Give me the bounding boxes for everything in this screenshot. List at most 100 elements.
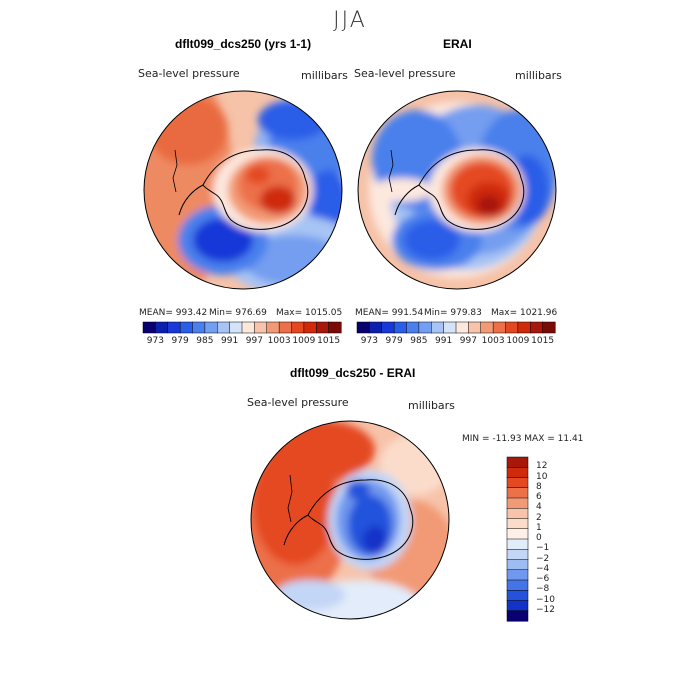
panel1-polar-map (143, 90, 343, 290)
colorbar-swatch (142, 321, 156, 334)
colorbar-swatch (506, 487, 529, 499)
colorbar-tick-label: 979 (385, 336, 403, 346)
panel1-max: Max= 1015.05 (276, 308, 343, 318)
panel1-variable: Sea-level pressure (138, 67, 240, 80)
colorbar-swatch (506, 497, 529, 509)
colorbar-tick-label: 1015 (317, 336, 341, 346)
panel2-polar-map (357, 90, 557, 290)
colorbar-tick-label: 2 (536, 512, 542, 523)
panel3-title: dflt099_dcs250 - ERAI (290, 366, 416, 380)
colorbar-swatch (303, 321, 317, 334)
panel3-polar-map (250, 420, 450, 620)
colorbar-swatch (316, 321, 330, 334)
colorbar-swatch (204, 321, 218, 334)
panel1-mean: MEAN= 993.42 (139, 308, 208, 318)
colorbar-swatch (506, 518, 529, 530)
colorbar-swatch (179, 321, 194, 334)
colorbar-tick-label: 985 (410, 336, 428, 346)
colorbar-tick-label: 997 (245, 336, 263, 346)
colorbar-tick-label: 4 (536, 502, 542, 513)
panel1-units: millibars (301, 69, 348, 82)
colorbar-tick-label: 979 (171, 336, 189, 346)
colorbar-tick-label: 1003 (481, 336, 505, 346)
colorbar-swatch (381, 321, 395, 334)
colorbar-swatch (506, 610, 529, 622)
colorbar-swatch (192, 321, 206, 334)
colorbar-swatch (506, 579, 529, 591)
colorbar-swatch (278, 321, 293, 334)
colorbar-swatch (506, 456, 529, 468)
colorbar-swatch (505, 321, 519, 334)
colorbar-tick-label: 1009 (506, 336, 530, 346)
colorbar-tick-label: 1015 (531, 336, 555, 346)
colorbar-swatch (155, 321, 169, 334)
panel2-colorbar (356, 321, 556, 334)
colorbar-swatch (468, 321, 482, 334)
colorbar-swatch (356, 321, 370, 334)
colorbar-swatch (217, 321, 231, 334)
colorbar-swatch (530, 321, 544, 334)
colorbar-swatch (492, 321, 507, 334)
colorbar-swatch (506, 600, 529, 612)
panel2-units: millibars (515, 69, 562, 82)
colorbar-swatch (506, 590, 529, 602)
colorbar-tick-label: −8 (536, 584, 550, 595)
colorbar-swatch (406, 321, 420, 334)
colorbar-tick-label: 1 (536, 522, 542, 533)
colorbar-swatch (431, 321, 445, 334)
colorbar-swatch (291, 321, 305, 334)
colorbar-swatch (506, 467, 529, 479)
colorbar-swatch (455, 321, 469, 334)
colorbar-tick-label: 8 (536, 481, 542, 492)
colorbar-swatch (506, 538, 529, 550)
colorbar-tick-label: 985 (196, 336, 214, 346)
colorbar-swatch (328, 321, 342, 334)
panel2-title: ERAI (443, 37, 472, 51)
colorbar-swatch (254, 321, 268, 334)
panel1-colorbar (142, 321, 342, 334)
colorbar-swatch (393, 321, 408, 334)
colorbar-tick-label: 973 (360, 336, 378, 346)
colorbar-swatch (167, 321, 181, 334)
colorbar-swatch (517, 321, 531, 334)
colorbar-swatch (443, 321, 457, 334)
colorbar-swatch (369, 321, 383, 334)
panel3-colorbar (506, 456, 529, 622)
panel1-title: dflt099_dcs250 (yrs 1-1) (175, 37, 312, 51)
colorbar-tick-label: 1003 (267, 336, 291, 346)
colorbar-swatch (506, 528, 529, 540)
colorbar-tick-label: −10 (536, 594, 555, 605)
colorbar-tick-label: 973 (146, 336, 164, 346)
panel3-units: millibars (408, 399, 455, 412)
colorbar-tick-label: −12 (536, 604, 555, 615)
colorbar-tick-label: −1 (536, 543, 550, 554)
panel2-min: Min= 979.83 (424, 308, 482, 318)
panel3-minmax: MIN = -11.93 MAX = 11.41 (462, 434, 584, 444)
season-title: JJA (333, 8, 367, 33)
colorbar-tick-label: 991 (221, 336, 239, 346)
colorbar-tick-label: 6 (536, 492, 542, 502)
colorbar-swatch (506, 508, 529, 520)
colorbar-tick-label: 10 (536, 471, 548, 482)
colorbar-tick-label: 991 (435, 336, 453, 346)
colorbar-tick-label: 0 (536, 533, 542, 543)
colorbar-tick-label: 1009 (292, 336, 316, 346)
colorbar-swatch (506, 549, 529, 561)
colorbar-swatch (229, 321, 243, 334)
colorbar-swatch (506, 559, 529, 571)
colorbar-tick-label: −4 (536, 563, 550, 574)
colorbar-swatch (542, 321, 556, 334)
colorbar-swatch (241, 321, 255, 334)
panel1-min: Min= 976.69 (209, 308, 267, 318)
panel2-max: Max= 1021.96 (491, 308, 558, 318)
colorbar-swatch (480, 321, 494, 334)
colorbar-tick-label: 12 (536, 461, 548, 472)
colorbar-swatch (506, 477, 529, 489)
colorbar-swatch (418, 321, 432, 334)
panel3-variable: Sea-level pressure (247, 396, 349, 409)
panel2-mean: MEAN= 991.54 (355, 308, 424, 318)
colorbar-swatch (506, 569, 529, 581)
colorbar-tick-label: 997 (459, 336, 477, 346)
colorbar-tick-label: −6 (536, 574, 550, 584)
colorbar-swatch (266, 321, 280, 334)
